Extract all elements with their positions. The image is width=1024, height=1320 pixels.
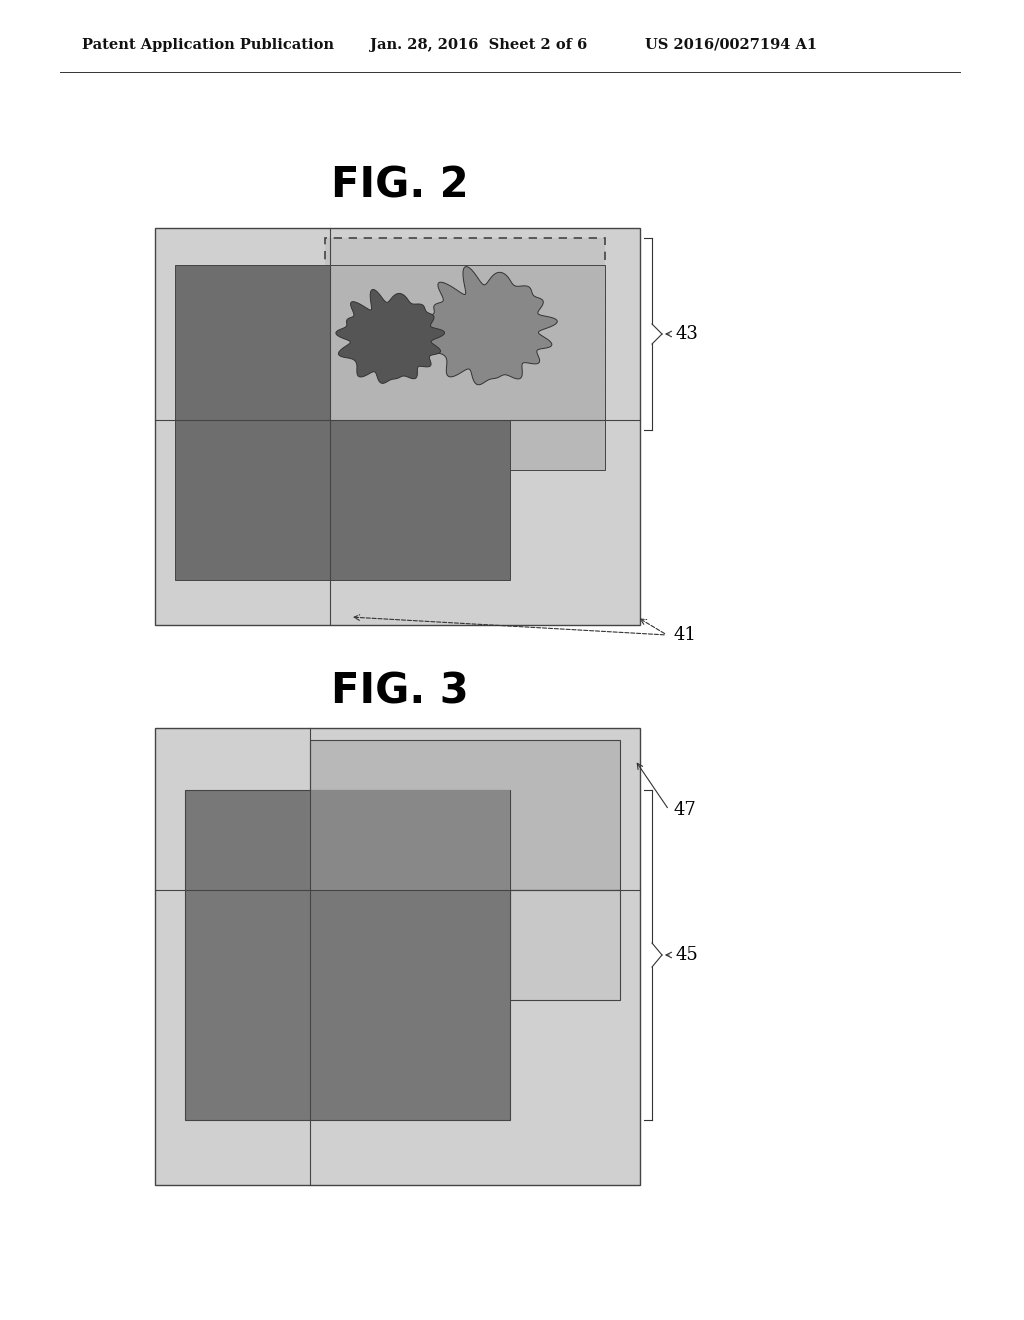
Bar [310, 741, 620, 890]
Bar [155, 729, 640, 1185]
Text: 43: 43 [676, 325, 698, 343]
Bar [510, 420, 605, 470]
Text: Patent Application Publication: Patent Application Publication [82, 38, 334, 51]
Bar [155, 228, 640, 624]
Bar [185, 789, 510, 1119]
Text: US 2016/0027194 A1: US 2016/0027194 A1 [645, 38, 817, 51]
Polygon shape [336, 289, 444, 383]
Bar [175, 265, 330, 420]
Polygon shape [420, 267, 557, 384]
Text: 47: 47 [674, 801, 696, 818]
Bar [330, 265, 605, 420]
Text: 41: 41 [674, 626, 697, 644]
Bar [310, 789, 510, 890]
Bar [325, 238, 605, 430]
Bar [175, 420, 510, 579]
Text: 45: 45 [676, 946, 698, 964]
Bar [510, 890, 620, 1001]
Text: FIG. 3: FIG. 3 [331, 671, 469, 711]
Text: FIG. 2: FIG. 2 [331, 165, 469, 207]
Text: Jan. 28, 2016  Sheet 2 of 6: Jan. 28, 2016 Sheet 2 of 6 [370, 38, 587, 51]
